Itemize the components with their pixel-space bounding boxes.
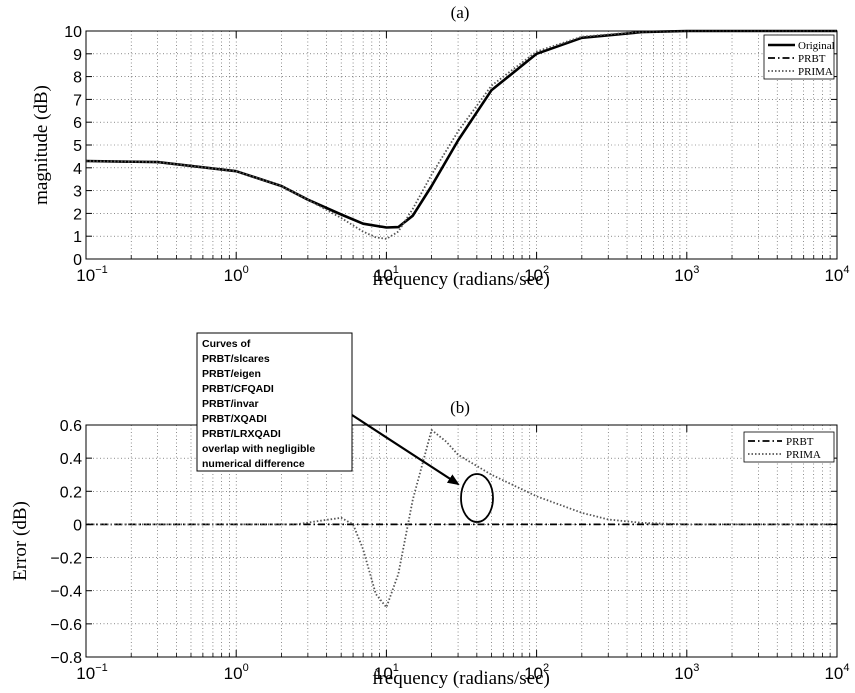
annotation-line: PRBT/XQADI <box>202 413 267 425</box>
y-tick-label: 0.2 <box>60 484 82 501</box>
y-tick-label: 7 <box>73 92 82 109</box>
y-tick-label: −0.6 <box>50 617 82 634</box>
annotation-line: PRBT/slcares <box>202 353 270 365</box>
legend-b-label-prbt: PRBT <box>786 436 814 448</box>
y-tick-label: 2 <box>73 206 82 223</box>
plot-a-grid <box>86 31 837 259</box>
plot-a-legend: Original PRBT PRIMA <box>764 35 835 79</box>
plot-a-title: (a) <box>451 3 470 22</box>
annotation-line: PRBT/invar <box>202 398 259 410</box>
plot-a-ylabel: magnitude (dB) <box>31 85 52 205</box>
plot-b-ticks: −0.8−0.6−0.4−0.200.20.40.610−1 100 101 102 1… <box>50 418 849 683</box>
y-tick-label: 9 <box>73 47 82 64</box>
plot-a-series <box>86 31 837 239</box>
y-tick-label: 10 <box>64 24 82 41</box>
x-tick-label: 10−1 <box>76 662 107 683</box>
x-tick-label: 103 <box>674 662 699 683</box>
x-tick-label: 10−1 <box>76 264 107 285</box>
x-tick-label: 103 <box>674 264 699 285</box>
overlap-annotation: Curves of PRBT/slcares PRBT/eigen PRBT/CFQA… <box>197 333 493 522</box>
plot-b-xlabel: frequency (radians/sec) <box>372 668 550 689</box>
annotation-line: PRBT/CFQADI <box>202 383 274 395</box>
y-tick-label: 3 <box>73 184 82 201</box>
annotation-line: PRBT/LRXQADI <box>202 428 281 440</box>
y-tick-label: 0.6 <box>60 418 82 435</box>
annotation-line: overlap with negligible <box>202 443 315 455</box>
x-tick-label: 100 <box>224 662 249 683</box>
y-tick-label: −0.2 <box>50 551 82 568</box>
y-tick-label: 1 <box>73 229 82 246</box>
plot-b-legend: PRBT PRIMA <box>744 432 834 462</box>
plot-b-title: (b) <box>450 398 470 417</box>
y-tick-label: −0.4 <box>50 584 82 601</box>
series-original-line <box>86 31 837 228</box>
y-tick-label: 6 <box>73 115 82 132</box>
legend-label-original: Original <box>798 40 835 52</box>
legend-label-prima: PRIMA <box>798 66 833 78</box>
y-tick-label: 0 <box>73 517 82 534</box>
x-tick-label: 104 <box>824 662 849 683</box>
y-tick-label: 4 <box>73 161 82 178</box>
plot-a-xlabel: frequency (radians/sec) <box>372 269 550 290</box>
y-tick-label: 8 <box>73 70 82 87</box>
y-tick-label: 5 <box>73 138 82 155</box>
series-prbt-line <box>86 31 837 228</box>
annotation-line: numerical difference <box>202 458 305 470</box>
annotation-line: PRBT/eigen <box>202 368 261 380</box>
x-tick-label: 104 <box>824 264 849 285</box>
y-tick-label: 0.4 <box>60 451 82 468</box>
legend-label-prbt: PRBT <box>798 53 826 65</box>
x-tick-label: 100 <box>224 264 249 285</box>
legend-b-label-prima: PRIMA <box>786 449 821 461</box>
plot-b-ylabel: Error (dB) <box>10 501 31 581</box>
annotation-line: Curves of <box>202 338 251 350</box>
error-plot: (b) −0.8−0.6−0.4−0.200.20.40.610−1 100 101… <box>10 333 850 689</box>
